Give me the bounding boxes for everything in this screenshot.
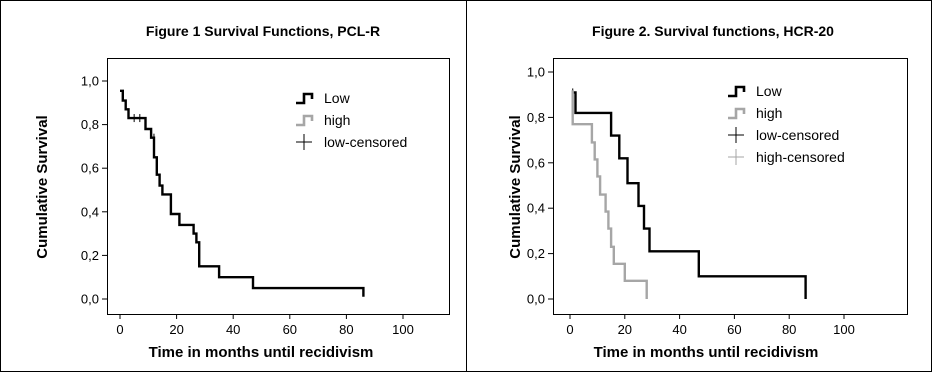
chart-panel-pcl-r: Figure 1 Survival Functions, PCL-R Cumul… [34, 23, 450, 361]
plot-area [553, 58, 908, 315]
legend-label: low-censored [324, 134, 407, 150]
survival-line-low [572, 91, 807, 299]
y-tick-label: 0,4 [81, 204, 99, 219]
y-tick-label: 0,4 [527, 201, 545, 216]
legend-label: high [324, 112, 350, 128]
chart-title: Figure 2. Survival functions, HCR-20 [592, 23, 834, 39]
y-axis-title: Cumulative Survival [507, 115, 524, 258]
y-axis-title: Cumulative Survival [34, 115, 51, 258]
legend-line-swatch [728, 107, 746, 120]
survival-line-high [571, 90, 648, 299]
x-tick-label: 100 [392, 322, 414, 337]
survival-line-low [120, 89, 365, 297]
legend-label: low-censored [756, 127, 839, 143]
x-axis-title: Time in months until recidivism [594, 344, 819, 361]
y-tick-label: 0,6 [81, 161, 99, 176]
y-tick-label: 0,0 [527, 292, 545, 307]
y-tick-label: 1,0 [527, 65, 545, 80]
axis-ticks: 0 20 40 60 80 100 0,0 0,2 0,4 0,6 0,8 1,0 [81, 74, 414, 338]
y-tick-label: 0,0 [81, 292, 99, 307]
x-tick-label: 60 [283, 322, 297, 337]
x-tick-label: 0 [566, 322, 573, 337]
axis-ticks: 0 20 40 60 80 100 0,0 0,2 0,4 0,6 0,8 1,0 [527, 65, 855, 338]
x-tick-label: 0 [116, 322, 123, 337]
legend-line-swatch [296, 92, 314, 105]
legend-line-swatch [728, 85, 746, 98]
y-tick-label: 0,8 [81, 117, 99, 132]
legend-label: Low [756, 83, 783, 99]
y-tick-label: 0,2 [527, 246, 545, 261]
series-group [571, 88, 807, 299]
plot-area [107, 58, 450, 315]
y-tick-label: 0,2 [81, 248, 99, 263]
y-tick-label: 0,8 [527, 110, 545, 125]
legend: Low high low-censored high-censored [728, 83, 845, 165]
x-tick-label: 40 [672, 322, 686, 337]
x-axis-title: Time in months until recidivism [149, 344, 374, 361]
series-group [120, 89, 365, 297]
x-tick-label: 100 [833, 322, 855, 337]
legend-label: Low [324, 90, 351, 106]
x-tick-label: 80 [339, 322, 353, 337]
legend-line-swatch [296, 114, 314, 127]
y-tick-label: 1,0 [81, 74, 99, 89]
legend: Low high low-censored [296, 90, 407, 150]
x-tick-label: 20 [618, 322, 632, 337]
legend-label: high-censored [756, 149, 845, 165]
x-tick-label: 80 [782, 322, 796, 337]
legend-label: high [756, 105, 782, 121]
x-tick-label: 60 [727, 322, 741, 337]
x-tick-label: 20 [169, 322, 183, 337]
chart-panel-hcr-20: Figure 2. Survival functions, HCR-20 Cum… [507, 23, 908, 361]
x-tick-label: 40 [226, 322, 240, 337]
chart-title: Figure 1 Survival Functions, PCL-R [146, 23, 380, 39]
y-tick-label: 0,6 [527, 155, 545, 170]
